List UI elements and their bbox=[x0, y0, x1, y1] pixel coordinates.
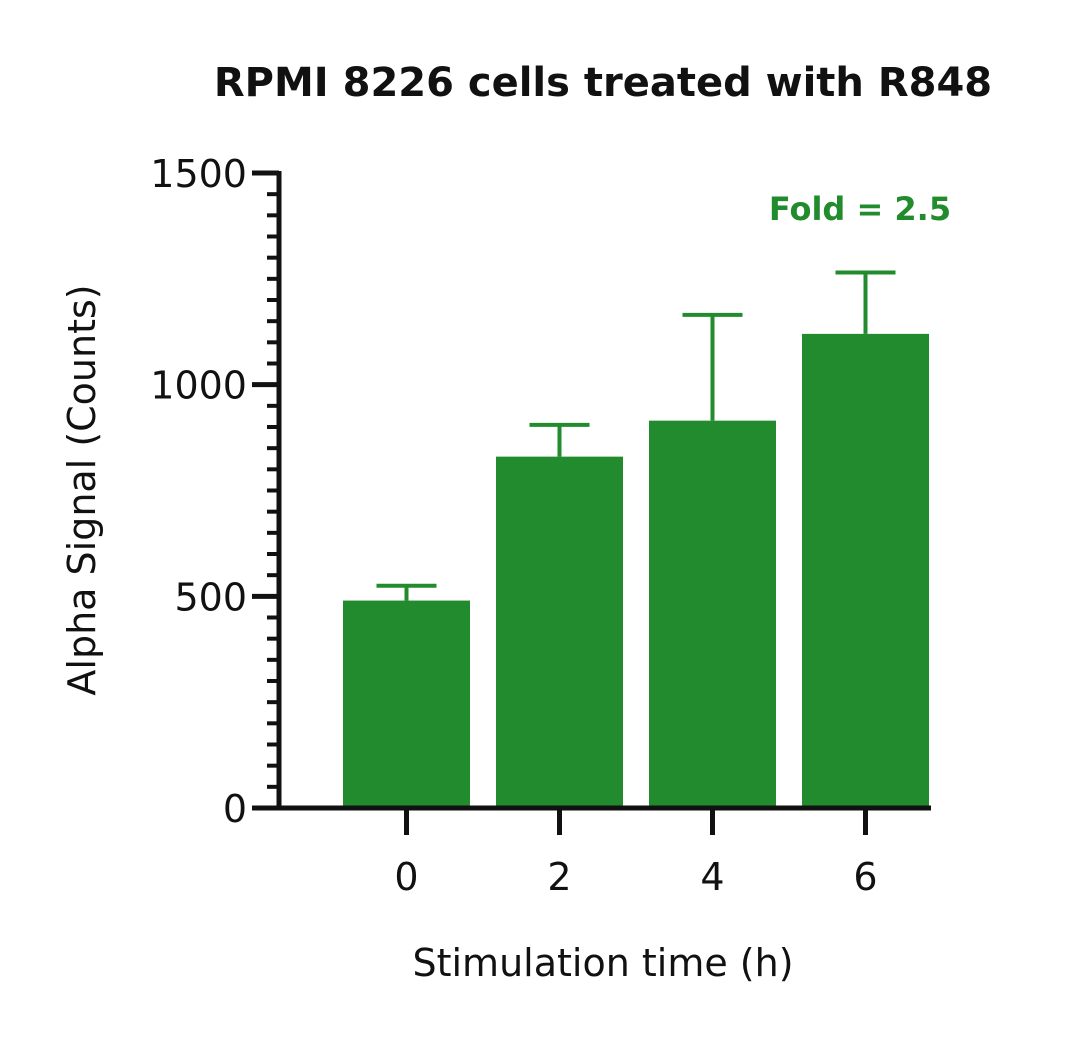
axes-layer: 0 500 1000 1500 0 2 4 6 bbox=[150, 152, 931, 899]
x-tick-label: 2 bbox=[547, 855, 571, 899]
x-tick-label: 6 bbox=[853, 855, 877, 899]
bar-2 bbox=[496, 456, 623, 808]
bar-4 bbox=[649, 420, 776, 808]
x-tick-label: 0 bbox=[394, 855, 418, 899]
bars-layer bbox=[343, 333, 929, 808]
error-bars-layer bbox=[376, 270, 896, 601]
y-tick-label: 1000 bbox=[150, 364, 247, 408]
fold-annotation: Fold = 2.5 bbox=[769, 190, 951, 228]
y-tick-label: 0 bbox=[223, 787, 247, 831]
x-tick-label: 4 bbox=[700, 855, 724, 899]
y-axis-title: Alpha Signal (Counts) bbox=[60, 284, 104, 695]
y-tick-label: 500 bbox=[174, 575, 247, 619]
bar-6 bbox=[802, 333, 929, 808]
bar-0 bbox=[343, 600, 470, 808]
y-tick-label: 1500 bbox=[150, 152, 247, 196]
x-axis-title: Stimulation time (h) bbox=[412, 941, 793, 985]
chart-title: RPMI 8226 cells treated with R848 bbox=[214, 60, 992, 106]
